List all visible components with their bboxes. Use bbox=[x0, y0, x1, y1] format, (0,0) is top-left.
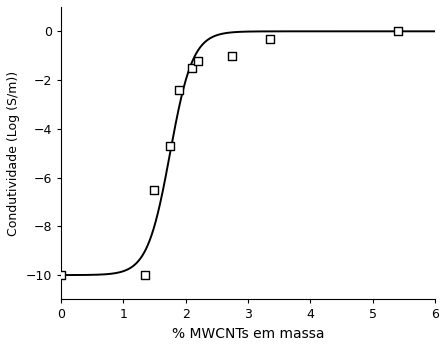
Point bbox=[394, 29, 401, 34]
Y-axis label: Condutividade (Log (S/m)): Condutividade (Log (S/m)) bbox=[7, 71, 20, 236]
Point bbox=[188, 65, 195, 71]
Point bbox=[266, 36, 273, 41]
Point bbox=[229, 53, 236, 58]
Point bbox=[176, 87, 183, 93]
Point bbox=[141, 272, 149, 278]
Point bbox=[166, 143, 173, 149]
Point bbox=[151, 187, 158, 192]
X-axis label: % MWCNTs em massa: % MWCNTs em massa bbox=[172, 327, 324, 341]
Point bbox=[58, 272, 65, 278]
Point bbox=[194, 58, 202, 63]
